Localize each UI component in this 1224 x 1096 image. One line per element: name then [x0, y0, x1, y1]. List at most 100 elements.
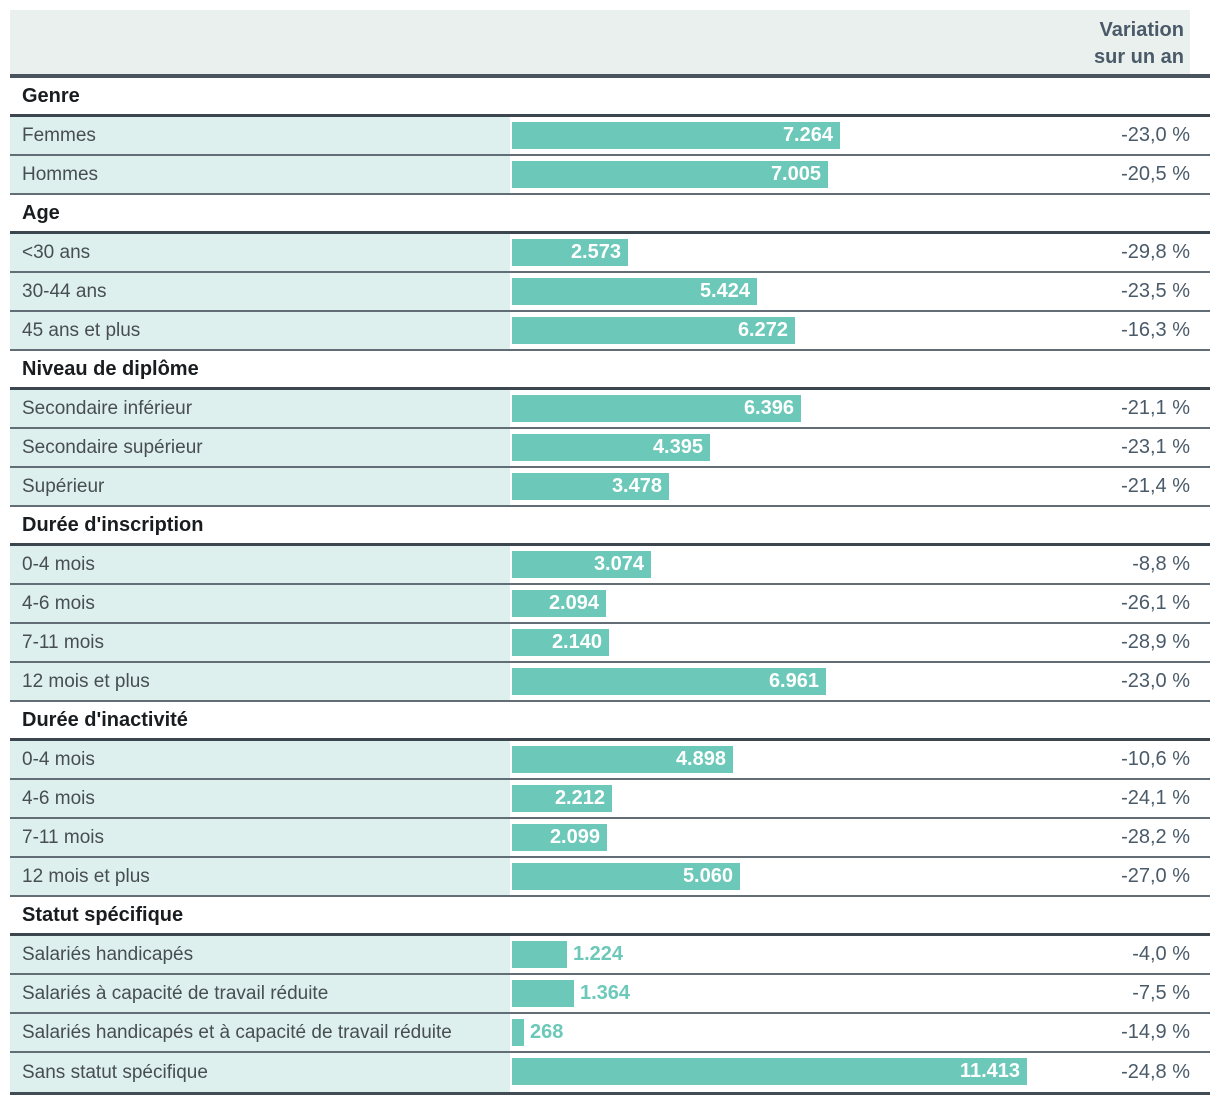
table-row: 4-6 mois 2.094 2.094 -26,1 %: [10, 585, 1210, 624]
bar-value: 5.060: [682, 865, 733, 887]
section-header: Durée d'inactivité: [10, 702, 1210, 741]
bar-value: 2.140: [551, 631, 602, 653]
variation-value: -10,6 %: [1121, 748, 1190, 770]
value-bar: 1.364: [512, 980, 574, 1007]
variation-header-line2: sur un an: [1093, 46, 1184, 68]
bar-value: 6.396: [743, 397, 794, 419]
value-bar: 6.961: [512, 668, 826, 695]
table-row: 7-11 mois 2.140 2.140 -28,9 %: [10, 624, 1210, 663]
row-label: Salariés handicapés: [10, 936, 510, 973]
section-header: Genre: [10, 78, 1210, 117]
variation-value: -21,1 %: [1121, 397, 1190, 419]
section-genre: Genre Femmes 7.264 7.264 -23,0 % Hommes …: [10, 78, 1210, 195]
row-label: Secondaire supérieur: [10, 429, 510, 466]
bar-value: 6.272: [737, 319, 788, 341]
bar-cell: 6.272 6.272: [510, 312, 1030, 349]
value-bar: 2.099: [512, 824, 607, 851]
variation-value: -23,5 %: [1121, 280, 1190, 302]
row-label: 4-6 mois: [10, 585, 510, 622]
variation-value: -4,0 %: [1132, 943, 1190, 965]
row-label: <30 ans: [10, 234, 510, 271]
row-label: Sans statut spécifique: [10, 1053, 510, 1092]
table-row: 12 mois et plus 5.060 5.060 -27,0 %: [10, 858, 1210, 897]
variation-value: -23,0 %: [1121, 670, 1190, 692]
bar-cell: 3.478 3.478: [510, 468, 1030, 505]
bar-cell: 2.573 2.573: [510, 234, 1030, 271]
row-label: 7-11 mois: [10, 624, 510, 661]
bar-cell: 3.074 3.074: [510, 546, 1030, 583]
variation-column-header: Variation sur un an: [10, 17, 1184, 71]
header-background: Variation sur un an: [10, 10, 1190, 74]
row-label: Hommes: [10, 156, 510, 193]
bar-cell: 2.099 2.099: [510, 819, 1030, 856]
table-row: Hommes 7.005 7.005 -20,5 %: [10, 156, 1210, 195]
bar-value-outside: 1.224: [573, 943, 624, 965]
bar-value: 2.094: [548, 592, 599, 614]
bar-cell: 4.395 4.395: [510, 429, 1030, 466]
section-statut-specifique: Statut spécifique Salariés handicapés 1.…: [10, 897, 1210, 1092]
row-label: 30-44 ans: [10, 273, 510, 310]
bar-value: 7.264: [782, 124, 833, 146]
section-header: Durée d'inscription: [10, 507, 1210, 546]
row-label: 4-6 mois: [10, 780, 510, 817]
section-duree-inactivite: Durée d'inactivité 0-4 mois 4.898 4.898 …: [10, 702, 1210, 897]
variation-value: -24,1 %: [1121, 787, 1190, 809]
value-bar: 11.413: [512, 1058, 1027, 1085]
variation-value: -7,5 %: [1132, 982, 1190, 1004]
bar-cell: 6.961 6.961: [510, 663, 1030, 700]
bar-cell: 11.413 11.413: [510, 1053, 1030, 1092]
table-row: Salariés handicapés 1.224 1.224 -4,0 %: [10, 936, 1210, 975]
table-row: 30-44 ans 5.424 5.424 -23,5 %: [10, 273, 1210, 312]
value-bar: 1.224: [512, 941, 567, 968]
bar-value: 4.395: [652, 436, 703, 458]
variation-value: -20,5 %: [1121, 163, 1190, 185]
table-row: Supérieur 3.478 3.478 -21,4 %: [10, 468, 1210, 507]
variation-value: -28,9 %: [1121, 631, 1190, 653]
row-label: Salariés à capacité de travail réduite: [10, 975, 510, 1012]
variation-value: -28,2 %: [1121, 826, 1190, 848]
value-bar: 6.396: [512, 395, 801, 422]
value-bar: 4.395: [512, 434, 710, 461]
bar-cell: 6.396 6.396: [510, 390, 1030, 427]
bar-value: 3.478: [611, 475, 662, 497]
table-row: Secondaire inférieur 6.396 6.396 -21,1 %: [10, 390, 1210, 429]
row-label: 7-11 mois: [10, 819, 510, 856]
bar-cell: 5.424 5.424: [510, 273, 1030, 310]
table-row: Secondaire supérieur 4.395 4.395 -23,1 %: [10, 429, 1210, 468]
value-bar: 3.478: [512, 473, 669, 500]
section-niveau-de-diplome: Niveau de diplôme Secondaire inférieur 6…: [10, 351, 1210, 507]
bar-value-outside: 268: [530, 1021, 564, 1043]
row-label: Supérieur: [10, 468, 510, 505]
variation-value: -16,3 %: [1121, 319, 1190, 341]
section-header: Age: [10, 195, 1210, 234]
value-bar: 2.573: [512, 239, 628, 266]
variation-value: -23,0 %: [1121, 124, 1190, 146]
bar-cell: 4.898 4.898: [510, 741, 1030, 778]
variation-value: -24,8 %: [1121, 1061, 1190, 1083]
row-label: Salariés handicapés et à capacité de tra…: [10, 1014, 510, 1051]
bar-value: 2.212: [554, 787, 605, 809]
value-bar: 5.424: [512, 278, 757, 305]
table-row: 0-4 mois 3.074 3.074 -8,8 %: [10, 546, 1210, 585]
section-header: Statut spécifique: [10, 897, 1210, 936]
table-row: Femmes 7.264 7.264 -23,0 %: [10, 117, 1210, 156]
variation-value: -26,1 %: [1121, 592, 1190, 614]
bar-value: 7.005: [770, 163, 821, 185]
table-row: Salariés à capacité de travail réduite 1…: [10, 975, 1210, 1014]
table-row: 4-6 mois 2.212 2.212 -24,1 %: [10, 780, 1210, 819]
bar-cell: 2.212 2.212: [510, 780, 1030, 817]
value-bar: 3.074: [512, 551, 651, 578]
value-bar: 2.212: [512, 785, 612, 812]
value-bar: 4.898: [512, 746, 733, 773]
row-label: 0-4 mois: [10, 546, 510, 583]
variation-value: -23,1 %: [1121, 436, 1190, 458]
table-row: Sans statut spécifique 11.413 11.413 -24…: [10, 1053, 1210, 1092]
statistics-table: Variation sur un an Genre Femmes 7.264 7…: [10, 10, 1210, 1095]
bar-cell: 2.094 2.094: [510, 585, 1030, 622]
variation-value: -29,8 %: [1121, 241, 1190, 263]
section-age: Age <30 ans 2.573 2.573 -29,8 % 30-44 an…: [10, 195, 1210, 351]
bar-value: 4.898: [675, 748, 726, 770]
value-bar: 6.272: [512, 317, 795, 344]
bar-value: 2.099: [549, 826, 600, 848]
bar-value: 6.961: [768, 670, 819, 692]
